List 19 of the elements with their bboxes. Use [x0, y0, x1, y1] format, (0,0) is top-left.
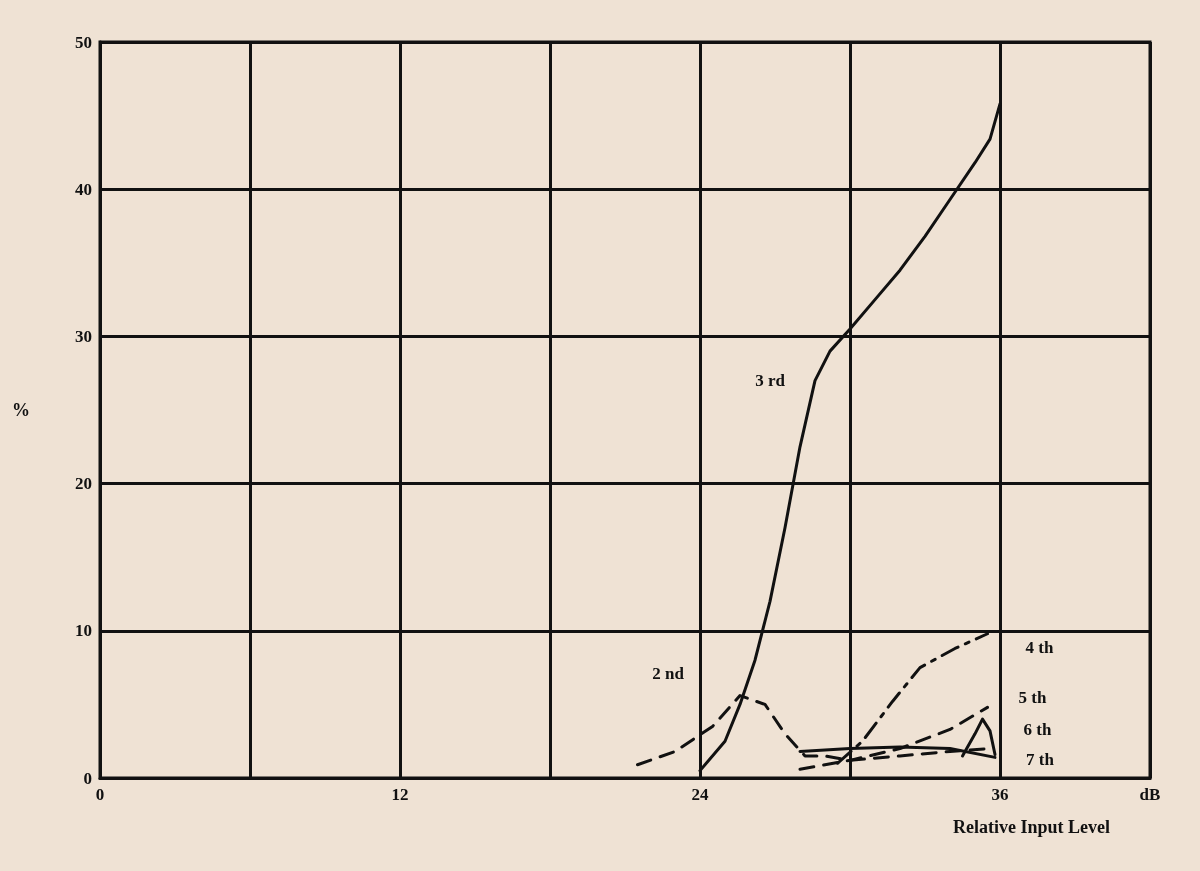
x-axis-title: Relative Input Level — [953, 817, 1110, 837]
series-label: 3 rd — [755, 371, 786, 391]
x-tick-label: 36 — [991, 785, 1009, 804]
y-tick-label: 40 — [75, 179, 92, 199]
x-tick-label: 24 — [691, 785, 709, 804]
y-tick-label: 50 — [75, 32, 92, 52]
x-tick-label: dB — [1139, 785, 1161, 804]
y-tick-label: 20 — [75, 474, 92, 494]
y-tick-label: 0 — [83, 768, 92, 788]
y-axis-title: % — [12, 400, 30, 420]
series-label: 6 th — [1023, 719, 1052, 739]
x-tick-label: 0 — [95, 785, 105, 804]
text: 4 th — [1025, 638, 1054, 658]
text: 2 nd — [652, 664, 685, 684]
y-tick-label: 10 — [75, 621, 92, 641]
y-tick-label: 30 — [75, 326, 92, 346]
series-label: 7 th — [1026, 749, 1055, 769]
x-tick-label: 12 — [391, 785, 409, 804]
series-label: 5 th — [1018, 687, 1047, 707]
